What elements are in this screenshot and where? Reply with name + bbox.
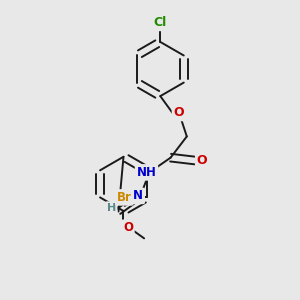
Text: O: O: [123, 221, 133, 234]
Text: NH: NH: [136, 166, 156, 179]
Text: N: N: [133, 189, 143, 203]
Text: O: O: [197, 154, 207, 167]
Text: Br: Br: [117, 191, 132, 204]
Text: O: O: [173, 106, 184, 119]
Text: H: H: [106, 203, 116, 213]
Text: Cl: Cl: [154, 16, 167, 29]
